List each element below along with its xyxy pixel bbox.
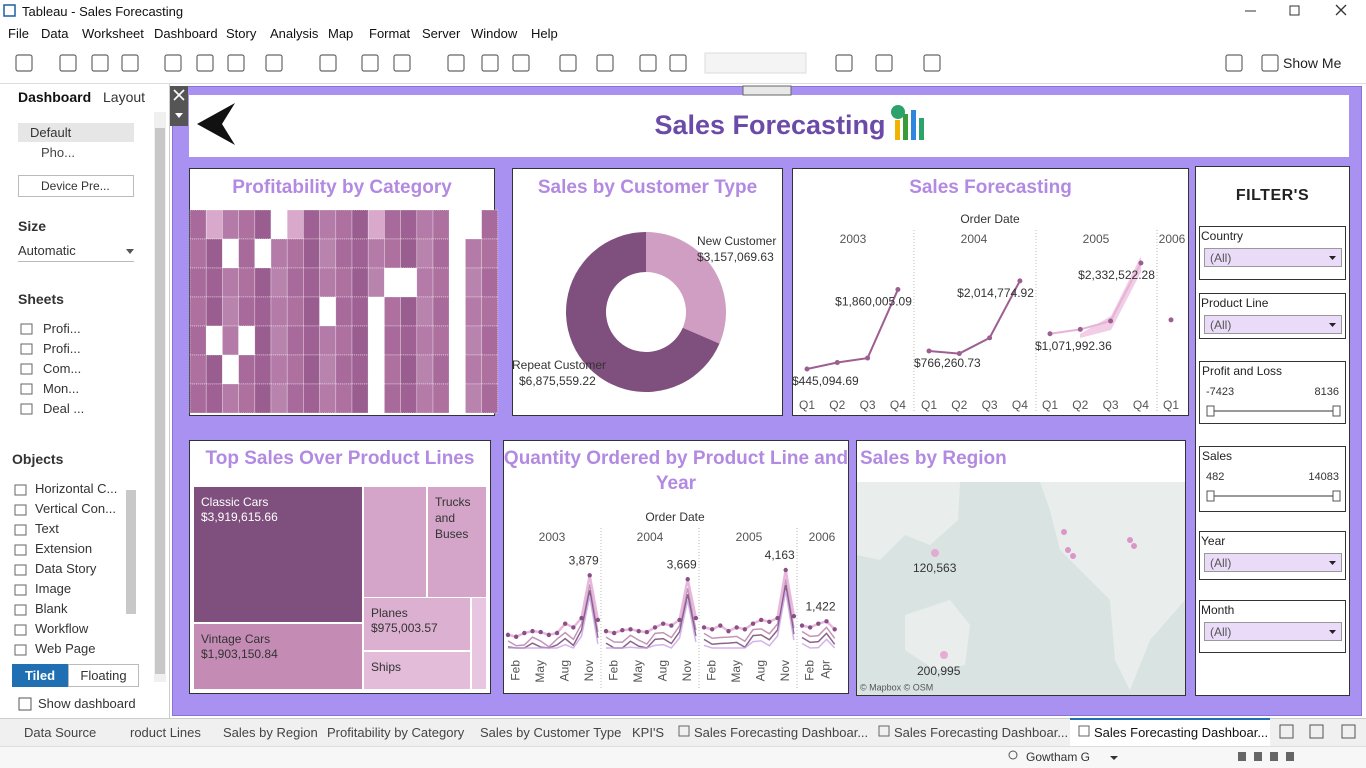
panel-title: Sales Forecasting [909, 177, 1072, 198]
panel [512, 168, 783, 416]
panel-title: Top Sales Over Product Lines [205, 448, 475, 469]
sheets-heading: Sheets [18, 291, 64, 307]
filter-label: Month [1201, 603, 1235, 617]
object-item[interactable]: Image [35, 581, 72, 596]
object-item[interactable]: Horizontal C... [35, 481, 118, 496]
status-bar [0, 746, 1366, 768]
treemap-label: Planes [371, 606, 408, 620]
sheet-tab[interactable]: Sales by Customer Type [480, 725, 622, 740]
sheet-tab[interactable]: KPI'S [632, 725, 665, 740]
panel-title: Sales by Customer Type [537, 177, 758, 198]
sheet-tab[interactable]: Sales by Region [223, 725, 318, 740]
sheet-tab[interactable]: Sales Forecasting Dashboar... [894, 725, 1069, 740]
menu-item[interactable]: Data [41, 26, 69, 41]
window-title: Tableau - Sales Forecasting [22, 4, 184, 19]
object-item[interactable]: Vertical Con... [35, 501, 116, 516]
treemap-value: $3,919,615.66 [201, 510, 278, 524]
device-phone[interactable]: Pho... [41, 145, 75, 160]
menu-item[interactable]: Format [369, 26, 411, 41]
filter-dropdown[interactable]: (All) [1204, 553, 1342, 572]
tab-active [1070, 718, 1270, 746]
show-dashboard-title[interactable]: Show dashboard [38, 696, 136, 711]
filter-box [1199, 446, 1346, 512]
filter-dropdown[interactable]: (All) [1204, 315, 1342, 334]
panel-title: Quantity Ordered by Product Line and Yea… [503, 448, 849, 494]
panel [856, 440, 1186, 696]
show-me-button[interactable]: Show Me [1283, 55, 1342, 71]
filter-dropdown[interactable]: (All) [1204, 248, 1342, 267]
filter-box [1199, 600, 1346, 653]
menu-item[interactable]: Window [471, 26, 518, 41]
object-item[interactable]: Extension [35, 541, 93, 556]
floating-button[interactable]: Floating [68, 664, 139, 687]
panel-title: Profitability by Category [232, 177, 452, 198]
menu-item[interactable]: Story [226, 26, 257, 41]
filter-label: Product Line [1201, 296, 1269, 310]
object-item[interactable]: Web Page [35, 641, 96, 656]
filter-box [1199, 226, 1346, 280]
treemap-label: Ships [371, 660, 402, 674]
header-box [189, 95, 1349, 157]
filter-label: Country [1201, 229, 1244, 243]
objects-heading: Objects [12, 451, 64, 467]
sheet-item[interactable]: Profi... [43, 341, 81, 356]
sheet-tab[interactable]: roduct Lines [130, 725, 201, 740]
size-heading: Size [18, 218, 47, 234]
object-item[interactable]: Workflow [35, 621, 89, 636]
treemap-label: Vintage Cars [201, 632, 271, 646]
treemap-label: Classic Cars [201, 495, 269, 509]
sheet-tab[interactable]: Sales Forecasting Dashboar... [694, 725, 869, 740]
menu-item[interactable]: Dashboard [154, 26, 218, 41]
filter-label: Profit and Loss [1202, 364, 1283, 378]
panel [189, 168, 495, 416]
dashboard-strip [170, 86, 188, 126]
menu-item[interactable]: Analysis [270, 26, 319, 41]
sheet-tab[interactable]: Data Source [24, 725, 97, 740]
filter-box [1199, 293, 1346, 339]
toolbar [0, 44, 1366, 84]
sheet-tab[interactable]: Sales Forecasting Dashboar... [1094, 725, 1269, 740]
panel [792, 168, 1189, 416]
tiled-button[interactable]: Tiled [12, 664, 68, 687]
treemap-value: $1,903,150.84 [201, 647, 278, 661]
panel-title: Sales by Region [860, 448, 1007, 469]
menu-item[interactable]: Map [328, 26, 354, 41]
device-default[interactable]: Default [18, 123, 134, 142]
sidebar [0, 84, 170, 718]
panel [503, 440, 849, 694]
menu-item[interactable]: Worksheet [82, 26, 144, 41]
filter-box [1199, 531, 1346, 580]
menu-item[interactable]: File [8, 26, 29, 41]
object-item[interactable]: Blank [35, 601, 68, 616]
size-select[interactable]: Automatic [18, 243, 134, 262]
sheet-item[interactable]: Profi... [43, 321, 81, 336]
filters-title: FILTER'S [1235, 187, 1310, 204]
treemap-value: $975,003.57 [371, 621, 438, 635]
sidebar-tab[interactable]: Layout [103, 89, 146, 105]
sheet-item[interactable]: Deal ... [43, 401, 85, 416]
object-item[interactable]: Data Story [35, 561, 97, 576]
sheet-item[interactable]: Mon... [43, 381, 80, 396]
user-name[interactable]: Gowtham G [1026, 750, 1091, 764]
device-preview-button[interactable]: Device Pre... [18, 175, 134, 197]
treemap-label: Trucks and Buses [435, 495, 471, 541]
menu-item[interactable]: Server [422, 26, 461, 41]
filter-label: Sales [1202, 449, 1233, 463]
filter-label: Year [1201, 534, 1226, 548]
dashboard-title: Sales Forecasting [654, 110, 886, 140]
object-item[interactable]: Text [35, 521, 59, 536]
sheet-tab[interactable]: Profitability by Category [327, 725, 465, 740]
title-bar [0, 0, 1366, 22]
menu-item[interactable]: Help [531, 26, 558, 41]
filter-box [1199, 361, 1346, 424]
sidebar-tab[interactable]: Dashboard [18, 89, 92, 105]
filter-dropdown[interactable]: (All) [1204, 622, 1342, 641]
sheet-item[interactable]: Com... [43, 361, 82, 376]
